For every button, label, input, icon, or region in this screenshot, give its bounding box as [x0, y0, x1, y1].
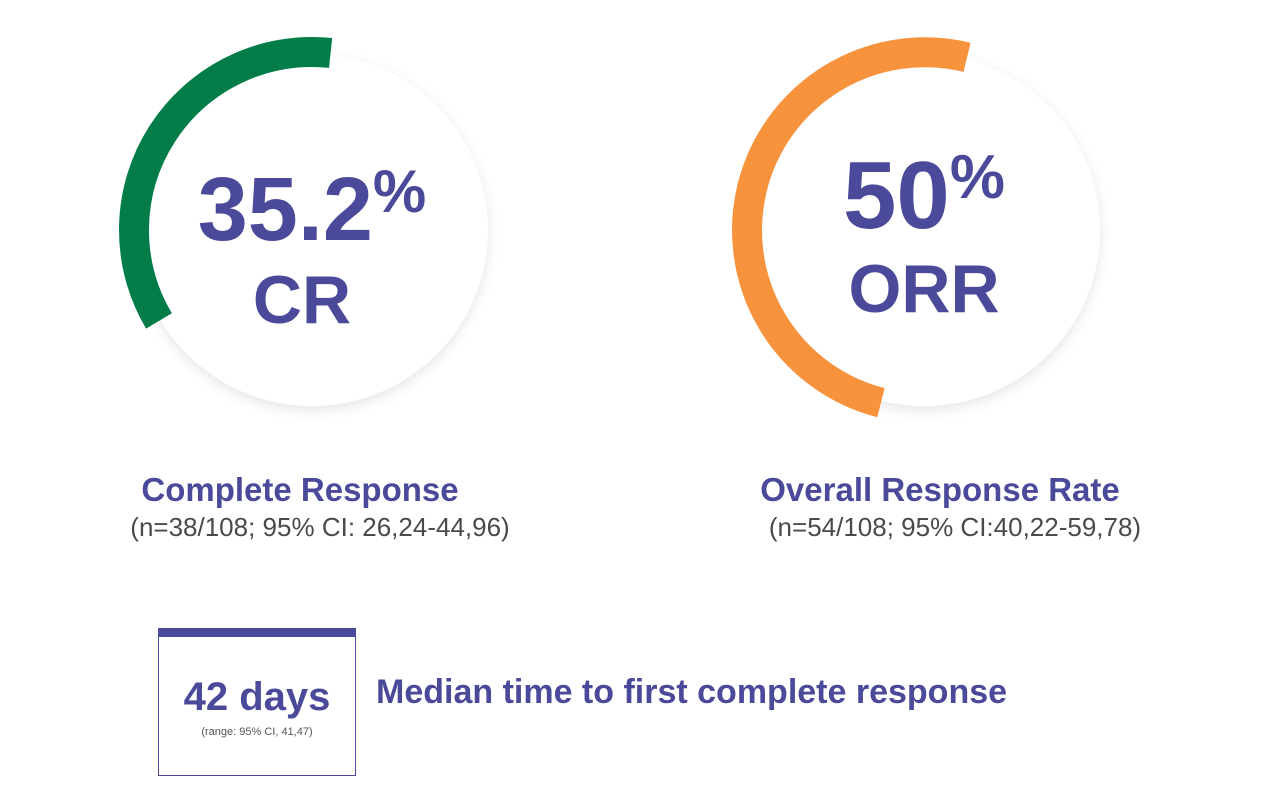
gauge-orr-circle — [748, 54, 1100, 406]
caption-overall-response-rate: Overall Response Rate (n=54/108; 95% CI:… — [680, 470, 1220, 544]
response-gauges: 35.2% CR 50% ORR — [119, 37, 1100, 418]
gauge-orr-value: 50% — [843, 142, 1005, 249]
median-time-label: Median time to first complete response — [376, 673, 1008, 711]
gauge-orr-arc — [732, 37, 971, 418]
median-time-value: 42 days — [183, 675, 331, 719]
gauge-cr-circle — [136, 54, 488, 406]
gauge-cr-abbreviation: CR — [253, 262, 351, 338]
gauge-orr-number: 50 — [843, 142, 950, 249]
gauge-cr-unit: % — [373, 158, 426, 225]
caption-cr-detail: (n=38/108; 95% CI: 26,24-44,96) — [130, 512, 510, 542]
gauge-overall-response-rate: 50% ORR — [732, 37, 1100, 418]
median-time-range: (range: 95% CI, 41,47) — [201, 726, 313, 738]
caption-orr-title: Overall Response Rate — [760, 471, 1120, 508]
caption-cr-title: Complete Response — [141, 471, 459, 508]
gauge-cr-arc — [119, 37, 333, 329]
caption-complete-response: Complete Response (n=38/108; 95% CI: 26,… — [60, 470, 600, 544]
gauge-cr-value: 35.2% — [198, 158, 427, 260]
gauge-orr-unit: % — [950, 143, 1005, 212]
gauge-orr-abbreviation: ORR — [848, 251, 999, 327]
gauge-cr-number: 35.2 — [198, 160, 373, 260]
caption-orr-detail: (n=54/108; 95% CI:40,22-59,78) — [768, 512, 1142, 542]
gauge-complete-response: 35.2% CR — [119, 37, 488, 406]
median-time-box: 42 days (range: 95% CI, 41,47) — [158, 628, 356, 776]
